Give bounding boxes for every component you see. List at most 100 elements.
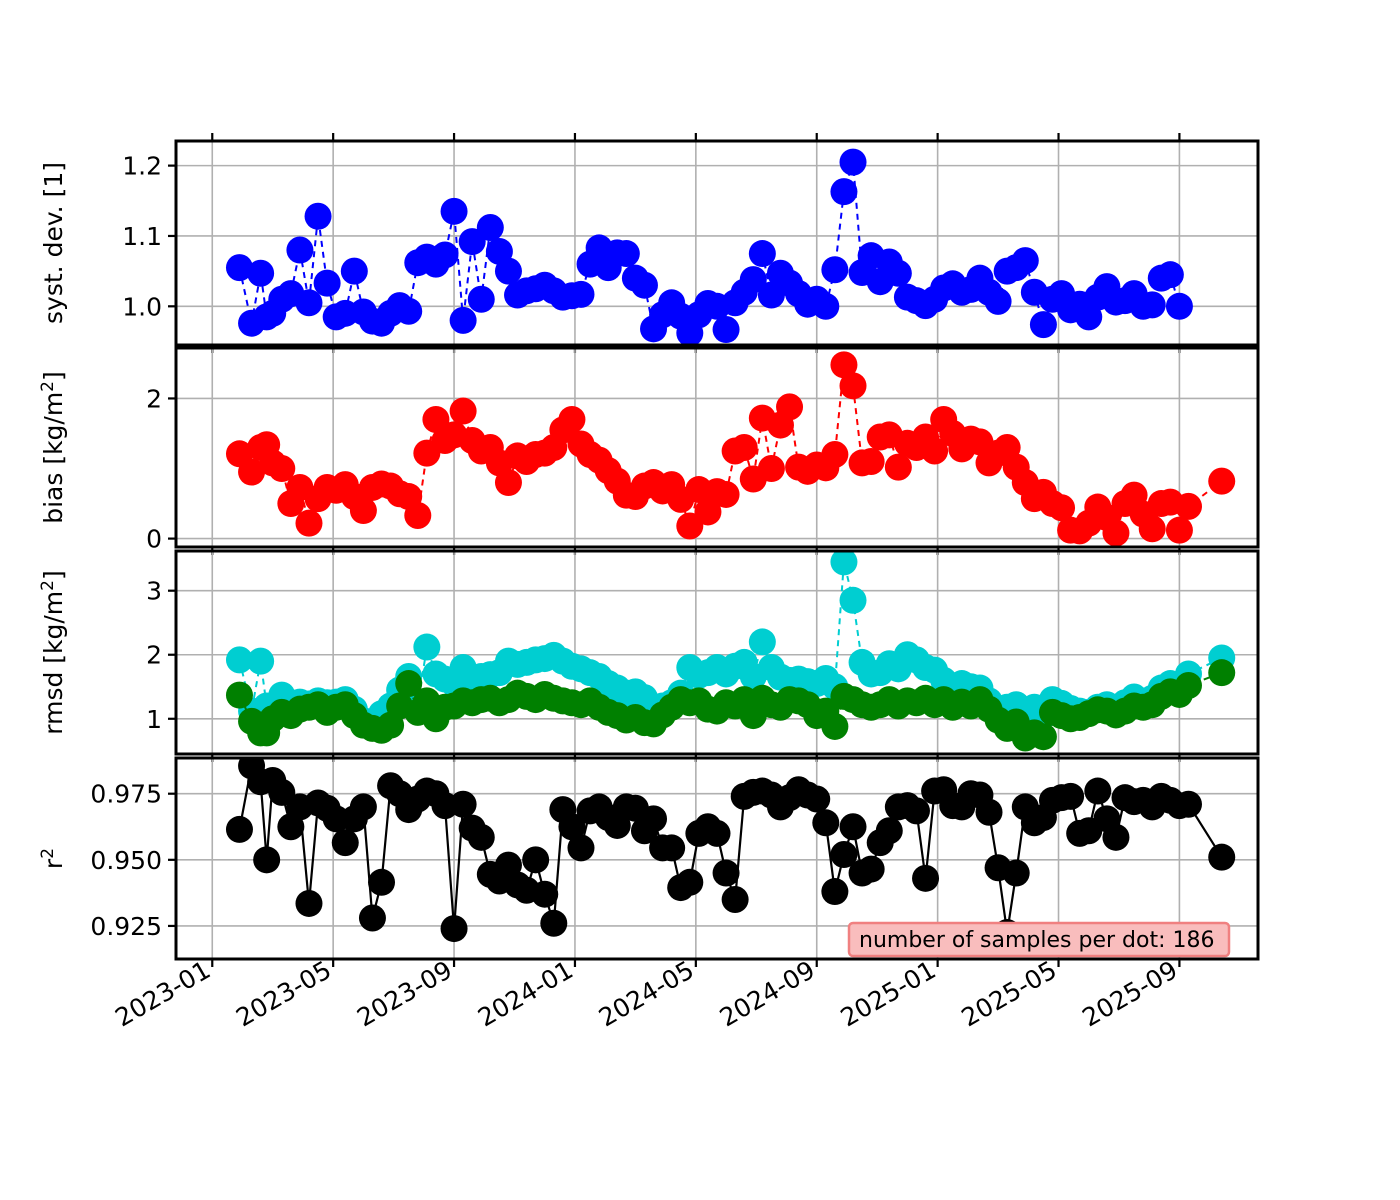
- data-point[interactable]: [247, 259, 275, 287]
- data-point[interactable]: [1208, 843, 1236, 871]
- data-point[interactable]: [494, 469, 522, 497]
- data-point[interactable]: [630, 271, 658, 299]
- data-point[interactable]: [1002, 859, 1030, 887]
- data-point[interactable]: [1165, 292, 1193, 320]
- data-point[interactable]: [225, 254, 253, 282]
- data-point[interactable]: [875, 817, 903, 845]
- data-point[interactable]: [467, 285, 495, 313]
- data-point[interactable]: [1208, 467, 1236, 495]
- data-point[interactable]: [703, 819, 731, 847]
- data-point[interactable]: [225, 646, 253, 674]
- data-point[interactable]: [902, 797, 930, 825]
- data-point[interactable]: [676, 868, 704, 896]
- data-point[interactable]: [540, 909, 568, 937]
- data-point[interactable]: [253, 846, 281, 874]
- data-point[interactable]: [558, 813, 586, 841]
- data-point[interactable]: [268, 455, 296, 483]
- data-point[interactable]: [494, 257, 522, 285]
- data-point[interactable]: [757, 455, 785, 483]
- data-point[interactable]: [422, 405, 450, 433]
- data-point[interactable]: [821, 878, 849, 906]
- data-point[interactable]: [984, 287, 1012, 315]
- data-point[interactable]: [1174, 492, 1202, 520]
- data-point[interactable]: [567, 280, 595, 308]
- data-point[interactable]: [721, 885, 749, 913]
- data-point[interactable]: [821, 712, 849, 740]
- data-point[interactable]: [694, 498, 722, 526]
- data-point[interactable]: [1057, 782, 1085, 810]
- data-point[interactable]: [395, 297, 423, 325]
- data-point[interactable]: [476, 214, 504, 242]
- data-point[interactable]: [1208, 0, 1235, 14]
- data-point[interactable]: [712, 316, 740, 344]
- data-point[interactable]: [431, 241, 459, 269]
- data-point[interactable]: [839, 813, 867, 841]
- data-point[interactable]: [225, 681, 253, 709]
- data-point[interactable]: [531, 880, 559, 908]
- data-point[interactable]: [1174, 671, 1202, 699]
- data-point[interactable]: [558, 405, 586, 433]
- data-point[interactable]: [331, 829, 359, 857]
- data-point[interactable]: [295, 509, 323, 537]
- data-point[interactable]: [1165, 516, 1193, 544]
- data-point[interactable]: [730, 434, 758, 461]
- data-point[interactable]: [830, 548, 858, 576]
- data-point[interactable]: [1174, 790, 1202, 818]
- data-point[interactable]: [458, 228, 486, 256]
- data-point[interactable]: [884, 453, 912, 481]
- data-point[interactable]: [821, 256, 849, 284]
- data-point[interactable]: [295, 289, 323, 317]
- data-point[interactable]: [304, 202, 332, 230]
- data-point[interactable]: [1029, 723, 1057, 751]
- data-point[interactable]: [830, 178, 858, 206]
- data-point[interactable]: [295, 889, 323, 917]
- data-point[interactable]: [440, 197, 468, 225]
- data-point[interactable]: [349, 793, 377, 821]
- data-point[interactable]: [349, 497, 377, 525]
- data-point[interactable]: [1029, 311, 1057, 339]
- data-point[interactable]: [1084, 777, 1112, 805]
- data-point[interactable]: [739, 266, 767, 294]
- data-point[interactable]: [1156, 261, 1184, 289]
- data-point[interactable]: [286, 236, 314, 264]
- data-point[interactable]: [1175, 0, 1202, 14]
- data-point[interactable]: [247, 647, 275, 675]
- data-point[interactable]: [712, 859, 740, 887]
- data-point[interactable]: [612, 240, 640, 268]
- data-point[interactable]: [1208, 659, 1236, 687]
- data-point[interactable]: [658, 834, 686, 862]
- data-point[interactable]: [1102, 519, 1130, 547]
- data-point[interactable]: [268, 778, 296, 806]
- data-point[interactable]: [821, 441, 849, 469]
- data-point[interactable]: [313, 269, 341, 297]
- data-point[interactable]: [839, 586, 867, 614]
- data-point[interactable]: [404, 501, 432, 529]
- data-point[interactable]: [830, 841, 858, 869]
- data-point[interactable]: [748, 628, 776, 656]
- data-point[interactable]: [1138, 291, 1166, 319]
- data-point[interactable]: [340, 257, 368, 285]
- data-point[interactable]: [358, 904, 386, 932]
- data-point[interactable]: [440, 915, 468, 943]
- data-point[interactable]: [712, 480, 740, 508]
- data-point[interactable]: [1102, 823, 1130, 851]
- data-point[interactable]: [522, 846, 550, 874]
- data-point[interactable]: [748, 240, 776, 268]
- data-point[interactable]: [921, 437, 949, 465]
- data-point[interactable]: [238, 458, 266, 486]
- data-point[interactable]: [830, 351, 858, 379]
- data-point[interactable]: [884, 259, 912, 287]
- data-point[interactable]: [676, 512, 704, 540]
- data-point[interactable]: [857, 855, 885, 883]
- data-point[interactable]: [975, 798, 1003, 826]
- data-point[interactable]: [1048, 494, 1076, 522]
- data-point[interactable]: [857, 448, 885, 476]
- data-point[interactable]: [803, 785, 831, 813]
- data-point[interactable]: [1138, 515, 1166, 543]
- data-point[interactable]: [567, 834, 595, 862]
- data-point[interactable]: [1011, 247, 1039, 275]
- data-point[interactable]: [449, 306, 477, 334]
- data-point[interactable]: [368, 868, 396, 896]
- data-point[interactable]: [812, 292, 840, 320]
- data-point[interactable]: [839, 372, 867, 400]
